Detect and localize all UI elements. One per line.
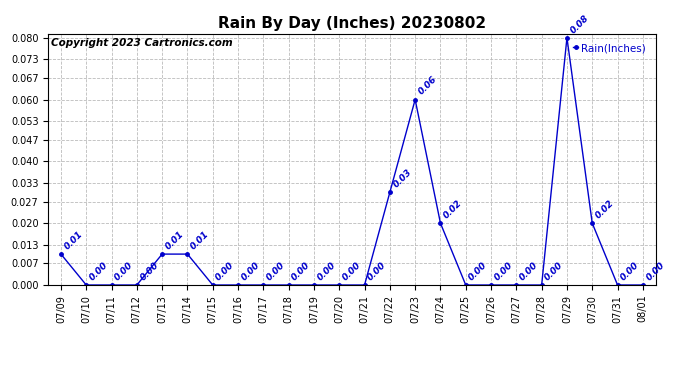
Rain(Inches): [487, 283, 495, 287]
Rain(Inches): [639, 283, 647, 287]
Text: 0.00: 0.00: [265, 260, 287, 282]
Text: 0.00: 0.00: [619, 260, 641, 282]
Text: 0.00: 0.00: [467, 260, 489, 282]
Text: 0.02: 0.02: [593, 198, 615, 220]
Rain(Inches): [411, 98, 420, 102]
Text: 0.00: 0.00: [518, 260, 540, 282]
Text: 0.00: 0.00: [493, 260, 515, 282]
Rain(Inches): [563, 36, 571, 40]
Text: Copyright 2023 Cartronics.com: Copyright 2023 Cartronics.com: [51, 38, 233, 48]
Rain(Inches): [310, 283, 318, 287]
Rain(Inches): [208, 283, 217, 287]
Rain(Inches): [158, 252, 166, 257]
Text: 0.01: 0.01: [62, 229, 84, 251]
Text: 0.00: 0.00: [113, 260, 135, 282]
Text: 0.03: 0.03: [391, 168, 413, 189]
Rain(Inches): [588, 221, 596, 225]
Text: 0.00: 0.00: [138, 260, 160, 282]
Rain(Inches): [82, 283, 90, 287]
Rain(Inches): [132, 283, 141, 287]
Rain(Inches): [335, 283, 344, 287]
Text: 0.00: 0.00: [214, 260, 236, 282]
Text: 0.00: 0.00: [543, 260, 565, 282]
Rain(Inches): [284, 283, 293, 287]
Text: 0.01: 0.01: [189, 229, 211, 251]
Text: 0.00: 0.00: [290, 260, 312, 282]
Rain(Inches): [259, 283, 268, 287]
Text: 0.00: 0.00: [239, 260, 262, 282]
Rain(Inches): [184, 252, 192, 257]
Rain(Inches): [512, 283, 520, 287]
Text: 0.08: 0.08: [569, 13, 591, 35]
Text: 0.00: 0.00: [88, 260, 110, 282]
Text: 0.06: 0.06: [417, 75, 439, 97]
Rain(Inches): [386, 190, 394, 195]
Text: 0.00: 0.00: [366, 260, 388, 282]
Rain(Inches): [613, 283, 622, 287]
Text: 0.02: 0.02: [442, 198, 464, 220]
Text: 0.00: 0.00: [341, 260, 363, 282]
Text: 0.00: 0.00: [315, 260, 337, 282]
Rain(Inches): [108, 283, 116, 287]
Rain(Inches): [436, 221, 444, 225]
Rain(Inches): [538, 283, 546, 287]
Rain(Inches): [360, 283, 368, 287]
Title: Rain By Day (Inches) 20230802: Rain By Day (Inches) 20230802: [218, 16, 486, 31]
Text: 0.01: 0.01: [164, 229, 186, 251]
Text: 0.00: 0.00: [644, 260, 667, 282]
Rain(Inches): [462, 283, 470, 287]
Line: Rain(Inches): Rain(Inches): [59, 36, 644, 287]
Rain(Inches): [234, 283, 242, 287]
Legend: Rain(Inches): Rain(Inches): [569, 39, 650, 57]
Rain(Inches): [57, 252, 65, 257]
